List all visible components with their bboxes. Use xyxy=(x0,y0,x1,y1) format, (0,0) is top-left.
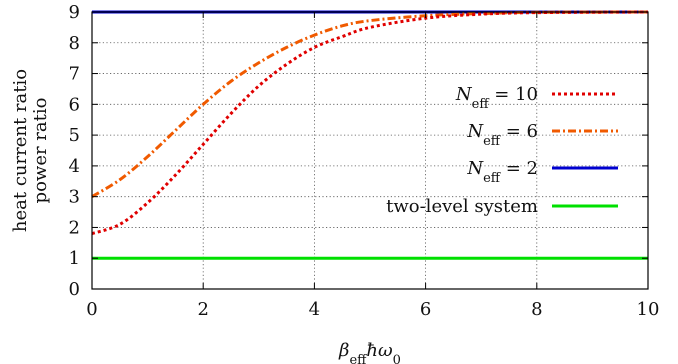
series-line-0 xyxy=(91,10,649,236)
legend: Neff = 10 Neff = 6 Neff = 2 two-level syste… xyxy=(386,84,618,217)
x-tick-label: 4 xyxy=(309,299,320,320)
legend-label-1: Neff = 6 xyxy=(466,121,538,149)
x-tick-label: 6 xyxy=(420,299,431,320)
x-tick-label: 0 xyxy=(86,299,97,320)
y-tick-label: 5 xyxy=(69,125,80,146)
x-axis-label: βeffħω0 xyxy=(338,340,401,364)
y-tick-label: 4 xyxy=(69,156,80,177)
y-axis-label: heat current ratio power ratio xyxy=(10,69,51,232)
x-tick-label: 2 xyxy=(197,299,208,320)
y-tick-label: 0 xyxy=(69,279,80,300)
legend-label-2: Neff = 2 xyxy=(466,158,538,186)
y-tick-label: 6 xyxy=(69,94,80,115)
y-tick-label: 1 xyxy=(69,248,80,269)
x-tick-label: 8 xyxy=(531,299,542,320)
grid xyxy=(92,12,648,289)
ticks: 0 2 4 6 8 10 0 1 2 3 4 5 6 7 8 9 xyxy=(69,2,660,320)
plot-frame xyxy=(91,11,649,290)
y-tick-label: 9 xyxy=(69,2,80,23)
y-axis-label-line-1: heat current ratio xyxy=(10,69,31,232)
x-tick-label: 10 xyxy=(637,299,660,320)
y-tick-label: 7 xyxy=(69,64,80,85)
y-axis-label-line-2: power ratio xyxy=(30,98,51,204)
legend-label-3: two-level system xyxy=(386,196,538,217)
legend-label-0: Neff = 10 xyxy=(455,84,538,112)
y-tick-label: 2 xyxy=(69,217,80,238)
series-line-1 xyxy=(91,10,649,198)
y-tick-label: 3 xyxy=(69,187,80,208)
y-tick-label: 8 xyxy=(69,33,80,54)
